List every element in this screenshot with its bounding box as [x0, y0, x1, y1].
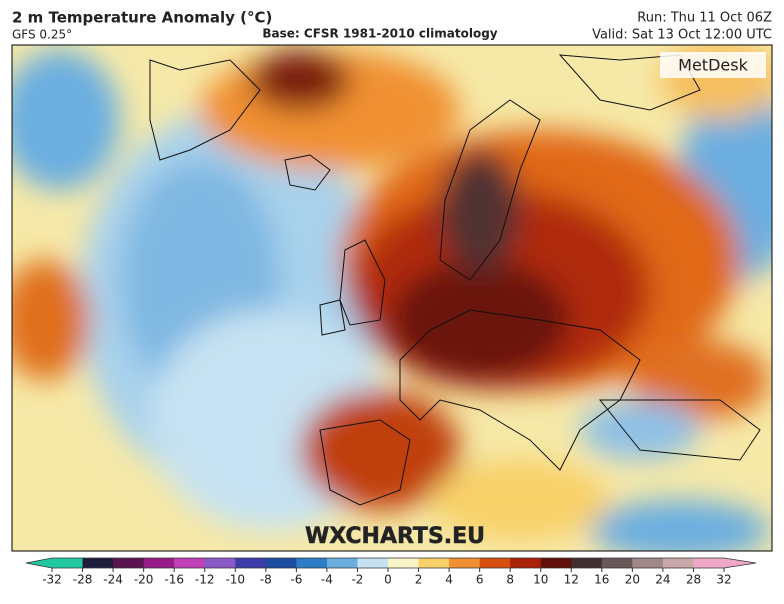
colorbar-segment [204, 558, 236, 568]
colorbar-segment [449, 558, 481, 568]
colorbar-tick-label: 20 [625, 573, 640, 587]
colorbar-segment [388, 558, 420, 568]
colorbar-tick-label: 4 [445, 573, 453, 587]
colorbar-segment [418, 558, 450, 568]
colorbar-segment [296, 558, 328, 568]
colorbar-segment [82, 558, 114, 568]
colorbar-arrow [26, 558, 52, 568]
colorbar-segment [601, 558, 633, 568]
colorbar-tick-label: 24 [655, 573, 670, 587]
colorbar-tick-label: 16 [594, 573, 609, 587]
colorbar-tick-label: 32 [716, 573, 731, 587]
colorbar-tick-label: 2 [415, 573, 423, 587]
colorbar-tick-label: -20 [134, 573, 154, 587]
colorbar-tick-label: -4 [321, 573, 333, 587]
title: 2 m Temperature Anomaly (°C) [12, 9, 272, 27]
colorbar-tick-label: -12 [195, 573, 215, 587]
colorbar-tick-label: 8 [506, 573, 514, 587]
colorbar-tick-label: -8 [260, 573, 272, 587]
colorbar-tick-label: 28 [686, 573, 701, 587]
colorbar-segment [52, 558, 84, 568]
colorbar-tick-label: -10 [225, 573, 245, 587]
base: Base: CFSR 1981-2010 climatology [262, 27, 497, 41]
colorbar-segment [357, 558, 389, 568]
colorbar-arrow [724, 558, 756, 568]
colorbar-tick-label: -24 [103, 573, 123, 587]
map: MetDesk WXCHARTS.EU [12, 45, 772, 551]
valid: Valid: Sat 13 Oct 12:00 UTC [592, 28, 772, 43]
colorbar-segment [326, 558, 358, 568]
colorbar-segment [265, 558, 297, 568]
colorbar-tick-label: -32 [42, 573, 62, 587]
run: Run: Thu 11 Oct 06Z [637, 11, 772, 26]
colorbar-tick-label: 10 [533, 573, 548, 587]
colorbar-tick-label: -16 [164, 573, 184, 587]
colorbar-segment [693, 558, 725, 568]
colorbar-segment [662, 558, 694, 568]
colorbar-segment [174, 558, 206, 568]
colorbar-tick-label: 0 [384, 573, 392, 587]
colorbar-tick-label: 12 [564, 573, 579, 587]
colorbar-segment [571, 558, 603, 568]
colorbar-segment [510, 558, 542, 568]
colorbar-tick-label: -28 [73, 573, 93, 587]
subtitle: GFS 0.25° [12, 28, 72, 42]
map-frame [11, 44, 773, 552]
colorbar: -32 -28 -24 -20 -16 -12 -10 -8 -6 -4 -2 0 2 4 6 8 10 12 16… [25, 557, 757, 587]
colorbar-tick-label: -2 [351, 573, 363, 587]
colorbar-tick-label: -6 [290, 573, 302, 587]
colorbar-tick-label: 6 [476, 573, 484, 587]
colorbar-segment [143, 558, 175, 568]
colorbar-segment [540, 558, 572, 568]
colorbar-segment [632, 558, 664, 568]
logo: MetDesk [678, 56, 748, 75]
colorbar-segment [113, 558, 145, 568]
colorbar-segment [235, 558, 267, 568]
watermark: WXCHARTS.EU [305, 524, 485, 549]
colorbar-segment [479, 558, 511, 568]
